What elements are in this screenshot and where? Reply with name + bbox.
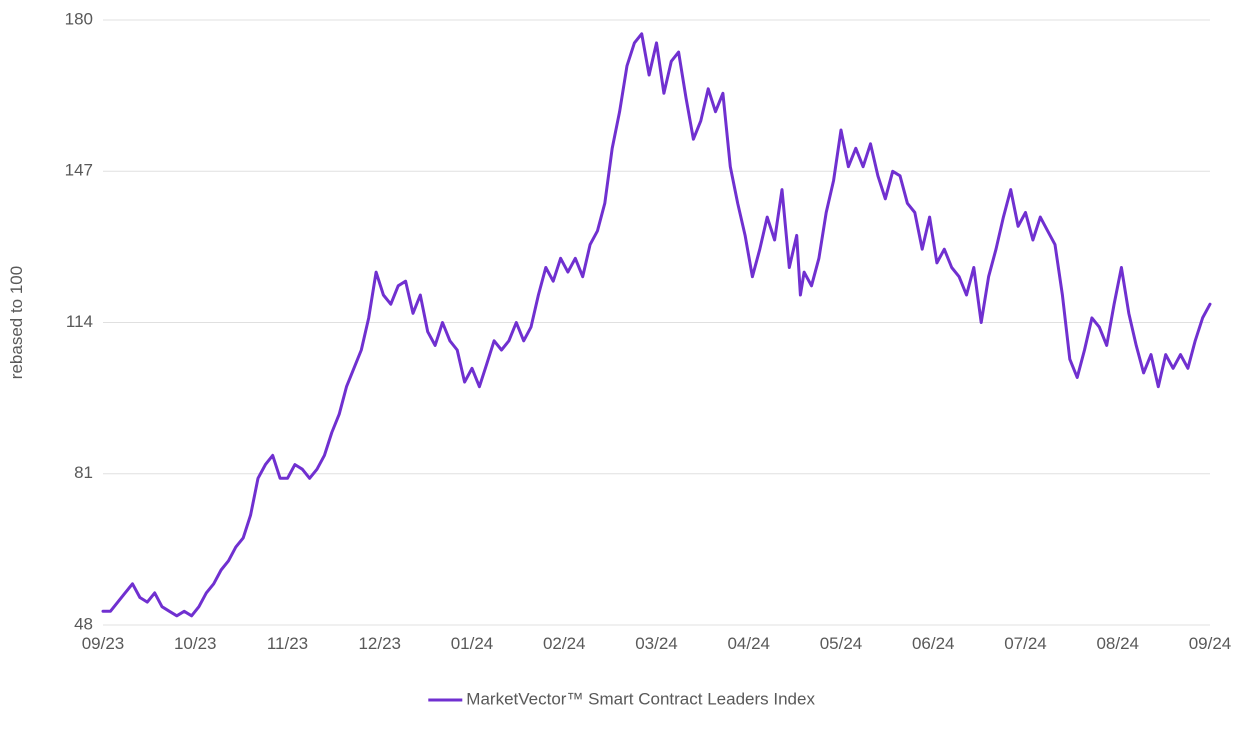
- x-tick-label: 09/23: [82, 634, 125, 653]
- x-tick-label: 09/24: [1189, 634, 1232, 653]
- x-tick-label: 01/24: [451, 634, 494, 653]
- y-tick-label: 114: [66, 312, 93, 331]
- x-tick-label: 12/23: [358, 634, 401, 653]
- x-tick-label: 10/23: [174, 634, 217, 653]
- y-tick-label: 147: [65, 161, 93, 180]
- legend-label: MarketVector™ Smart Contract Leaders Ind…: [466, 689, 815, 708]
- y-tick-label: 48: [74, 614, 93, 633]
- y-tick-label: 180: [65, 9, 93, 28]
- y-tick-label: 81: [74, 463, 93, 482]
- x-tick-label: 05/24: [820, 634, 863, 653]
- x-tick-label: 11/23: [267, 634, 308, 653]
- x-tick-label: 07/24: [1004, 634, 1047, 653]
- chart-container: 48 81 114 147 180 09/23 10/23 11/23 12/23 01/24 02…: [0, 0, 1239, 731]
- y-axis-title: rebased to 100: [7, 266, 26, 379]
- x-tick-label: 06/24: [912, 634, 955, 653]
- x-tick-label: 08/24: [1096, 634, 1139, 653]
- x-tick-label: 04/24: [727, 634, 770, 653]
- x-tick-label: 03/24: [635, 634, 678, 653]
- line-chart: 48 81 114 147 180 09/23 10/23 11/23 12/23 01/24 02…: [0, 0, 1239, 731]
- series-line: [103, 34, 1210, 616]
- x-tick-label: 02/24: [543, 634, 586, 653]
